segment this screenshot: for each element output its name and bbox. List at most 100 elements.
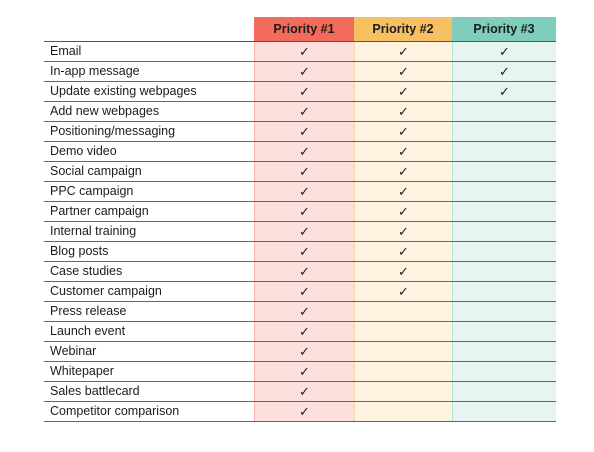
empty-cell [354,362,452,381]
check-icon: ✓ [354,162,452,181]
table-row: Press release ✓ [44,302,556,322]
header-spacer [44,17,254,41]
check-icon: ✓ [254,382,354,401]
check-icon: ✓ [354,202,452,221]
empty-cell [452,202,556,221]
check-icon: ✓ [254,342,354,361]
empty-cell [452,182,556,201]
table-body: Email ✓ ✓ ✓ In-app message ✓ ✓ ✓ Update existing… [44,41,556,422]
check-icon: ✓ [254,202,354,221]
empty-cell [452,262,556,281]
check-icon: ✓ [354,222,452,241]
empty-cell [452,282,556,301]
check-icon: ✓ [354,182,452,201]
check-icon: ✓ [254,302,354,321]
check-icon: ✓ [254,102,354,121]
row-label: Social campaign [50,164,142,178]
row-label: Webinar [50,344,97,358]
empty-cell [452,362,556,381]
header-priority-1: Priority #1 [254,17,354,41]
check-icon: ✓ [254,142,354,161]
empty-cell [452,102,556,121]
empty-cell [452,222,556,241]
check-icon: ✓ [254,362,354,381]
check-icon: ✓ [254,222,354,241]
empty-cell [452,162,556,181]
table-row: Launch event ✓ [44,322,556,342]
empty-cell [354,302,452,321]
row-label: Add new webpages [50,104,160,118]
table-header: Priority #1 Priority #2 Priority #3 [44,17,556,41]
table-row: Demo video ✓ ✓ [44,142,556,162]
check-icon: ✓ [354,142,452,161]
empty-cell [452,302,556,321]
empty-cell [452,122,556,141]
empty-cell [452,242,556,261]
row-label: Customer campaign [50,284,162,298]
empty-cell [452,142,556,161]
check-icon: ✓ [254,402,354,421]
table-row: PPC campaign ✓ ✓ [44,182,556,202]
table-row: In-app message ✓ ✓ ✓ [44,62,556,82]
row-label: Partner campaign [50,204,149,218]
check-icon: ✓ [254,82,354,101]
table-row: Update existing webpages ✓ ✓ ✓ [44,82,556,102]
table-row: Webinar ✓ [44,342,556,362]
check-icon: ✓ [452,82,556,101]
table-row: Blog posts ✓ ✓ [44,242,556,262]
row-label: Competitor comparison [50,404,180,418]
check-icon: ✓ [354,282,452,301]
row-label: In-app message [50,64,140,78]
row-label: Update existing webpages [50,84,197,98]
row-label: Internal training [50,224,137,238]
check-icon: ✓ [354,122,452,141]
row-label: Demo video [50,144,117,158]
check-icon: ✓ [354,242,452,261]
table-row: Internal training ✓ ✓ [44,222,556,242]
check-icon: ✓ [354,82,452,101]
check-icon: ✓ [254,162,354,181]
header-priority-2: Priority #2 [354,17,452,41]
header-priority-3: Priority #3 [452,17,556,41]
table-row: Add new webpages ✓ ✓ [44,102,556,122]
empty-cell [452,402,556,421]
check-icon: ✓ [254,62,354,81]
row-label: Press release [50,304,127,318]
check-icon: ✓ [452,42,556,61]
check-icon: ✓ [354,102,452,121]
empty-cell [452,322,556,341]
table-row: Partner campaign ✓ ✓ [44,202,556,222]
empty-cell [452,342,556,361]
table-row: Positioning/messaging ✓ ✓ [44,122,556,142]
check-icon: ✓ [254,282,354,301]
check-icon: ✓ [354,42,452,61]
empty-cell [354,322,452,341]
empty-cell [452,382,556,401]
check-icon: ✓ [254,182,354,201]
check-icon: ✓ [254,42,354,61]
table-row: Sales battlecard ✓ [44,382,556,402]
check-icon: ✓ [354,62,452,81]
table-row: Customer campaign ✓ ✓ [44,282,556,302]
table-row: Competitor comparison ✓ [44,402,556,422]
row-label: Launch event [50,324,126,338]
table-row: Whitepaper ✓ [44,362,556,382]
empty-cell [354,342,452,361]
empty-cell [354,382,452,401]
check-icon: ✓ [254,262,354,281]
table-row: Email ✓ ✓ ✓ [44,42,556,62]
check-icon: ✓ [254,122,354,141]
table-row: Social campaign ✓ ✓ [44,162,556,182]
check-icon: ✓ [354,262,452,281]
row-label: Blog posts [50,244,109,258]
priority-table: Priority #1 Priority #2 Priority #3 Emai… [44,17,556,422]
row-label: Email [50,44,82,58]
empty-cell [354,402,452,421]
check-icon: ✓ [254,322,354,341]
row-label: Case studies [50,264,123,278]
table-row: Case studies ✓ ✓ [44,262,556,282]
check-icon: ✓ [254,242,354,261]
check-icon: ✓ [452,62,556,81]
row-label: Whitepaper [50,364,114,378]
row-label: Positioning/messaging [50,124,176,138]
